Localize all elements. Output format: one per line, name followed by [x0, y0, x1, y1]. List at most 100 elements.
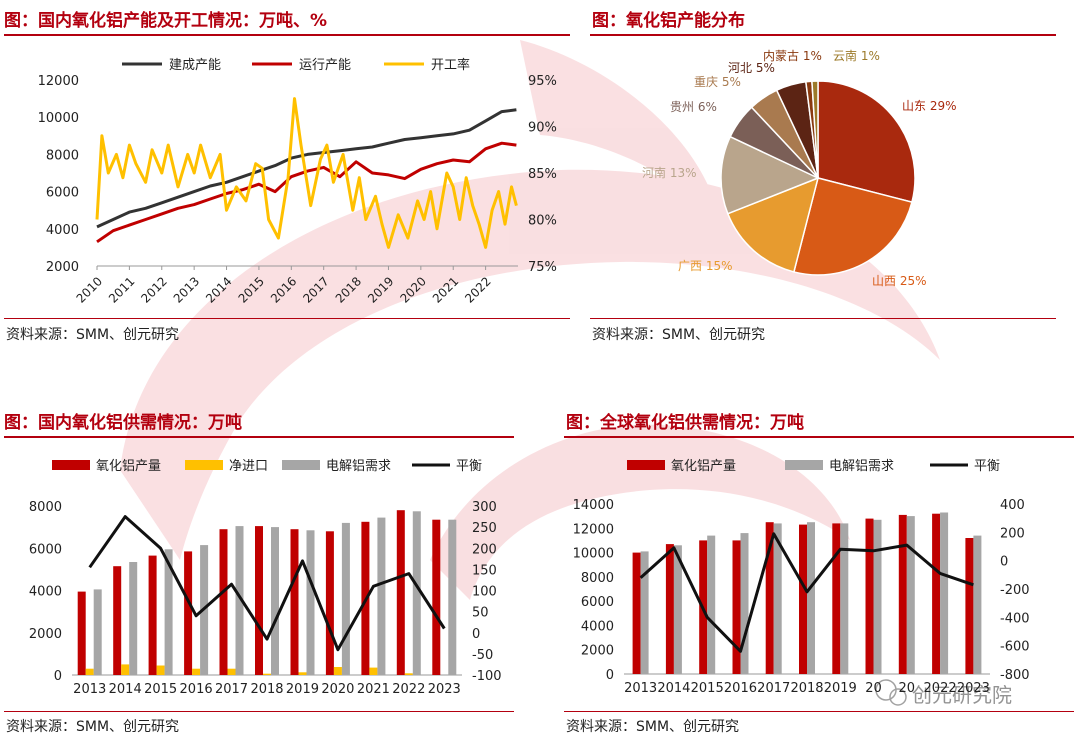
panel-title-global: 图：全球氧化铝供需情况：万吨: [566, 413, 804, 433]
bar-电解铝需求: [93, 589, 102, 675]
pie-label: 广西 15%: [678, 259, 733, 273]
x-tick-label: 20: [865, 681, 882, 696]
bar-氧化铝产量: [865, 518, 874, 674]
source-rule: [4, 318, 570, 319]
bar-氧化铝产量: [255, 526, 263, 675]
bar-氧化铝产量: [396, 510, 405, 675]
y2-tick-label: 95%: [528, 74, 557, 89]
pie-label: 贵州 6%: [670, 100, 717, 114]
source-note: 资料来源：SMM、创元研究: [6, 327, 180, 343]
y2-tick-label: 300: [472, 500, 497, 515]
x-tick-label: 2017: [300, 274, 331, 305]
source-note: 资料来源：SMM、创元研究: [6, 719, 180, 735]
bar-电解铝需求: [341, 522, 350, 675]
pie-slice-山西: [792, 177, 913, 276]
bar-电解铝需求: [448, 519, 457, 675]
x-tick-label: 2023: [428, 682, 461, 697]
x-tick-label: 2022: [924, 681, 957, 696]
panel-title-distribution: 图：氧化铝产能分布: [592, 11, 745, 31]
bar-氧化铝产量: [77, 591, 86, 675]
title-rule: [4, 34, 570, 36]
bar-电解铝需求: [740, 533, 749, 674]
y2-tick-label: 200: [1000, 526, 1025, 541]
y-tick-label: 0: [54, 669, 62, 684]
pie-slice-云南: [811, 80, 819, 179]
bar-电解铝需求: [412, 511, 421, 675]
x-tick-label: 2020: [397, 274, 428, 305]
x-tick-label: 2018: [250, 682, 283, 697]
y2-tick-label: 0: [1000, 555, 1008, 570]
bar-氧化铝产量: [325, 531, 334, 675]
bar-净进口: [85, 668, 94, 675]
bar-电解铝需求: [640, 551, 649, 674]
legend-label: 氧化铝产量: [96, 459, 161, 474]
y2-tick-label: 90%: [528, 121, 557, 136]
x-tick-label: 2016: [268, 274, 299, 305]
bar-电解铝需求: [271, 527, 279, 675]
x-tick-label: 2022: [392, 682, 425, 697]
y2-tick-label: 0: [472, 627, 480, 642]
y-tick-label: 2000: [29, 627, 62, 642]
pie-slice-河南: [720, 135, 820, 215]
wechat-watermark: 创元研究院: [875, 679, 1012, 707]
pie-label: 重庆 5%: [694, 75, 741, 89]
legend-label: 开工率: [431, 57, 470, 73]
x-tick-label: 2016: [180, 682, 213, 697]
y2-tick-label: -400: [1000, 611, 1030, 626]
x-tick-label: 2022: [462, 274, 493, 305]
y-tick-label: 4000: [581, 619, 614, 634]
x-tick-label: 2014: [109, 682, 142, 697]
bar-氧化铝产量: [732, 540, 741, 674]
bar-电解铝需求: [164, 549, 173, 675]
bar-净进口: [298, 672, 307, 675]
bar-电解铝需求: [973, 535, 982, 674]
series-line-开工率: [95, 97, 518, 249]
y-tick-label: 4000: [29, 585, 62, 600]
bar-氧化铝产量: [932, 513, 941, 674]
x-tick-label: 2015: [236, 274, 267, 305]
bar-电解铝需求: [807, 522, 815, 674]
y2-tick-label: 80%: [528, 214, 557, 229]
series-line-平衡: [88, 515, 446, 652]
bar-电解铝需求: [906, 516, 915, 674]
x-tick-label: 2014: [203, 274, 234, 305]
bar-电解铝需求: [840, 523, 849, 674]
y-tick-label: 14000: [573, 498, 614, 513]
pie-label: 云南 1%: [833, 48, 880, 63]
y2-tick-label: 50: [472, 606, 489, 621]
bar-电解铝需求: [940, 512, 949, 674]
x-tick-label: 2013: [624, 681, 657, 696]
legend-swatch: [627, 460, 665, 470]
source-note: 资料来源：SMM、创元研究: [566, 719, 740, 735]
bar-氧化铝产量: [799, 524, 807, 674]
bar-电解铝需求: [235, 526, 244, 675]
y-tick-label: 12000: [38, 74, 79, 89]
x-tick-label: 2023: [957, 681, 990, 696]
bar-净进口: [333, 667, 342, 675]
legend-label: 平衡: [456, 459, 482, 474]
legend-label: 净进口: [229, 459, 268, 474]
panel-title-capacity: 图：国内氧化铝产能及开工情况：万吨、%: [4, 11, 328, 31]
y-tick-label: 4000: [46, 223, 79, 238]
y2-tick-label: -800: [1000, 668, 1030, 683]
y-tick-label: 8000: [581, 571, 614, 586]
y2-tick-label: 75%: [528, 260, 557, 275]
bar-电解铝需求: [129, 562, 138, 675]
y-tick-label: 2000: [46, 260, 79, 275]
source-rule: [590, 318, 1056, 319]
bar-净进口: [156, 665, 165, 675]
bar-氧化铝产量: [965, 538, 974, 674]
panel-title-domestic: 图：国内氧化铝供需情况：万吨: [4, 413, 242, 433]
bar-氧化铝产量: [765, 522, 774, 674]
y-tick-label: 6000: [581, 595, 614, 610]
legend-swatch: [282, 460, 320, 470]
legend-label: 电解铝需求: [326, 459, 391, 474]
title-rule: [564, 436, 1074, 438]
x-tick-label: 20: [899, 681, 916, 696]
global-supply-chart: 氧化铝产量 电解铝需求 平衡0200040006000800010000120001…: [573, 459, 1030, 696]
pie-label: 山东 29%: [902, 99, 957, 113]
legend-swatch: [52, 460, 90, 470]
y2-tick-label: -600: [1000, 640, 1030, 655]
legend-label: 平衡: [974, 459, 1000, 474]
